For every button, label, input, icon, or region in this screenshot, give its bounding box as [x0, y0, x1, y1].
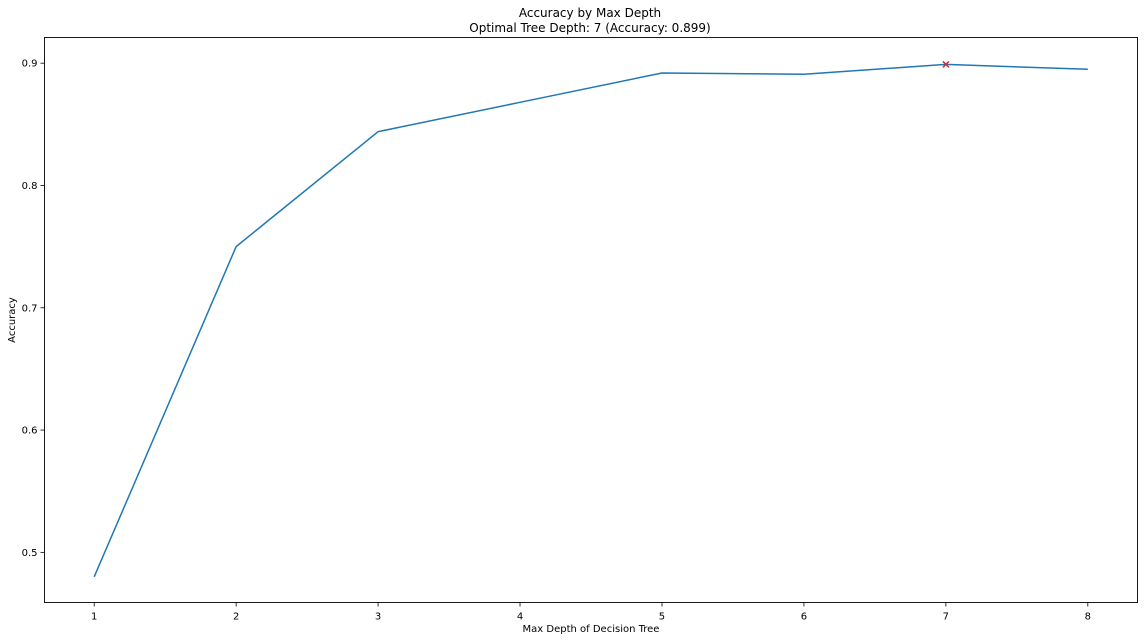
x-tick-label: 6: [801, 612, 807, 623]
x-tick-label: 3: [375, 612, 381, 623]
y-axis-label: Accuracy: [7, 297, 18, 343]
y-tick-label: 0.5: [22, 548, 38, 559]
x-tick-label: 4: [517, 612, 523, 623]
accuracy-series-line: [94, 64, 1088, 576]
plot-frame: [45, 38, 1138, 603]
y-tick-label: 0.6: [22, 426, 38, 437]
x-tick-label: 7: [943, 612, 949, 623]
x-tick-label: 1: [91, 612, 97, 623]
y-tick-label: 0.7: [22, 303, 38, 314]
y-tick-label: 0.9: [22, 59, 38, 70]
chart-title: Accuracy by Max Depth: [519, 6, 661, 20]
x-tick-label: 5: [659, 612, 665, 623]
x-axis-label: Max Depth of Decision Tree: [523, 624, 660, 635]
x-tick-label: 8: [1085, 612, 1091, 623]
x-tick-label: 2: [233, 612, 239, 623]
chart-subtitle: Optimal Tree Depth: 7 (Accuracy: 0.899): [469, 21, 710, 35]
y-tick-label: 0.8: [22, 181, 38, 192]
